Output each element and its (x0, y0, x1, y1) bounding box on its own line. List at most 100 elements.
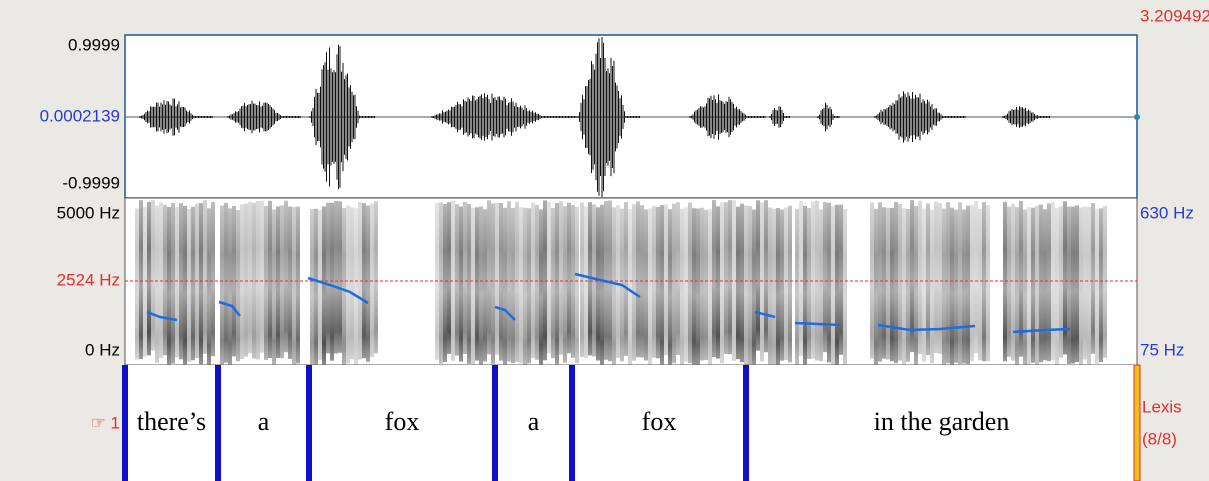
spectral-slice (724, 202, 728, 354)
spectral-slice (1011, 204, 1015, 361)
freq-bottom: 0 Hz (85, 340, 120, 359)
spectral-slice (930, 210, 934, 363)
spectral-slice (744, 205, 748, 365)
spectral-slice (535, 205, 539, 360)
spectral-slice (187, 209, 191, 362)
spectral-slice (704, 210, 708, 360)
spectral-slice (467, 204, 471, 364)
spectral-slice (752, 210, 756, 367)
spectral-slice (135, 208, 139, 359)
spectral-slice (203, 200, 207, 354)
spectral-slice (483, 209, 487, 361)
tier-marker[interactable]: ☞ 1 (91, 413, 120, 432)
spectral-slice (499, 203, 503, 361)
spectral-slice (716, 206, 720, 358)
spectral-slice (664, 204, 668, 355)
spectral-slice (163, 205, 167, 355)
spectral-slice (580, 202, 584, 356)
interval-label[interactable]: fox (385, 407, 420, 436)
spectral-slice (191, 207, 195, 361)
spectral-slice (926, 203, 930, 355)
spectral-slice (475, 207, 479, 360)
spectral-slice (819, 209, 823, 361)
spectral-slice (260, 201, 264, 353)
spectral-slice (1023, 210, 1027, 367)
spectral-slice (314, 209, 318, 368)
spectral-slice (224, 203, 228, 363)
spectral-slice (455, 204, 459, 355)
interval-label[interactable]: in the garden (874, 407, 1010, 436)
spectral-slice (547, 202, 551, 353)
spectral-slice (272, 210, 276, 365)
spectral-slice (803, 206, 807, 366)
spectral-slice (1063, 201, 1067, 354)
spectral-slice (644, 209, 648, 360)
spectral-slice (736, 207, 740, 359)
spectral-slice (155, 206, 159, 363)
spectral-slice (479, 206, 483, 368)
spectral-slice (211, 202, 215, 356)
spectral-slice (692, 208, 696, 365)
spectral-slice (756, 200, 760, 350)
spectral-slice (600, 205, 604, 367)
spectral-slice (264, 206, 268, 360)
spectral-slice (523, 208, 527, 369)
spectral-slice (330, 203, 334, 361)
spectral-slice (503, 208, 507, 367)
spectral-slice (974, 201, 978, 353)
spectral-slice (728, 200, 732, 354)
spectral-slice (1095, 209, 1099, 364)
spectral-slice (280, 205, 284, 358)
spectral-slice (183, 206, 187, 365)
spectral-slice (143, 207, 147, 357)
spectral-slice (459, 206, 463, 361)
spectral-slice (592, 204, 596, 356)
spectral-slice (531, 203, 535, 358)
interval-label[interactable]: a (528, 407, 540, 436)
spectral-slice (199, 203, 203, 364)
interval-label[interactable]: a (258, 407, 270, 436)
spectral-slice (495, 203, 499, 355)
spectral-slice (712, 200, 716, 357)
spectral-slice (584, 206, 588, 358)
spectral-slice (463, 202, 467, 354)
spectral-slice (958, 202, 962, 364)
spectral-slice (310, 209, 314, 368)
boundary (306, 365, 312, 481)
tier-count: (8/8) (1142, 429, 1177, 448)
spectral-slice (527, 208, 531, 363)
spectral-slice (519, 207, 523, 363)
spectral-slice (784, 207, 788, 360)
interval-label[interactable]: fox (642, 407, 677, 436)
tier-end-boundary (1134, 365, 1140, 481)
spectral-slice (843, 209, 847, 368)
spectral-slice (772, 209, 776, 368)
spectral-slice (1099, 208, 1103, 362)
spectral-slice (159, 203, 163, 359)
spectral-slice (147, 202, 151, 356)
spectral-slice (567, 203, 571, 354)
spectral-slice (612, 207, 616, 368)
spectral-slice (296, 207, 300, 364)
spectral-slice (652, 206, 656, 358)
spectral-slice (447, 202, 451, 354)
time-label: 3.209492 (1140, 6, 1209, 25)
spectral-slice (288, 207, 292, 359)
spectral-slice (322, 206, 326, 368)
spectral-slice (970, 205, 974, 361)
spectral-slice (555, 203, 559, 364)
spectral-slice (708, 209, 712, 367)
tier-name: Lexis (1142, 397, 1182, 416)
spectral-slice (823, 202, 827, 352)
spectral-slice (1067, 207, 1071, 364)
boundary (743, 365, 749, 481)
spectral-slice (1027, 207, 1031, 367)
spectral-slice (882, 207, 886, 358)
spectral-slice (139, 200, 143, 359)
spectral-slice (354, 208, 358, 366)
interval-label[interactable]: there’s (137, 407, 206, 436)
spectral-slice (1083, 206, 1087, 359)
spectral-slice (831, 206, 835, 368)
spectral-slice (236, 210, 240, 361)
spectral-slice (827, 203, 831, 363)
